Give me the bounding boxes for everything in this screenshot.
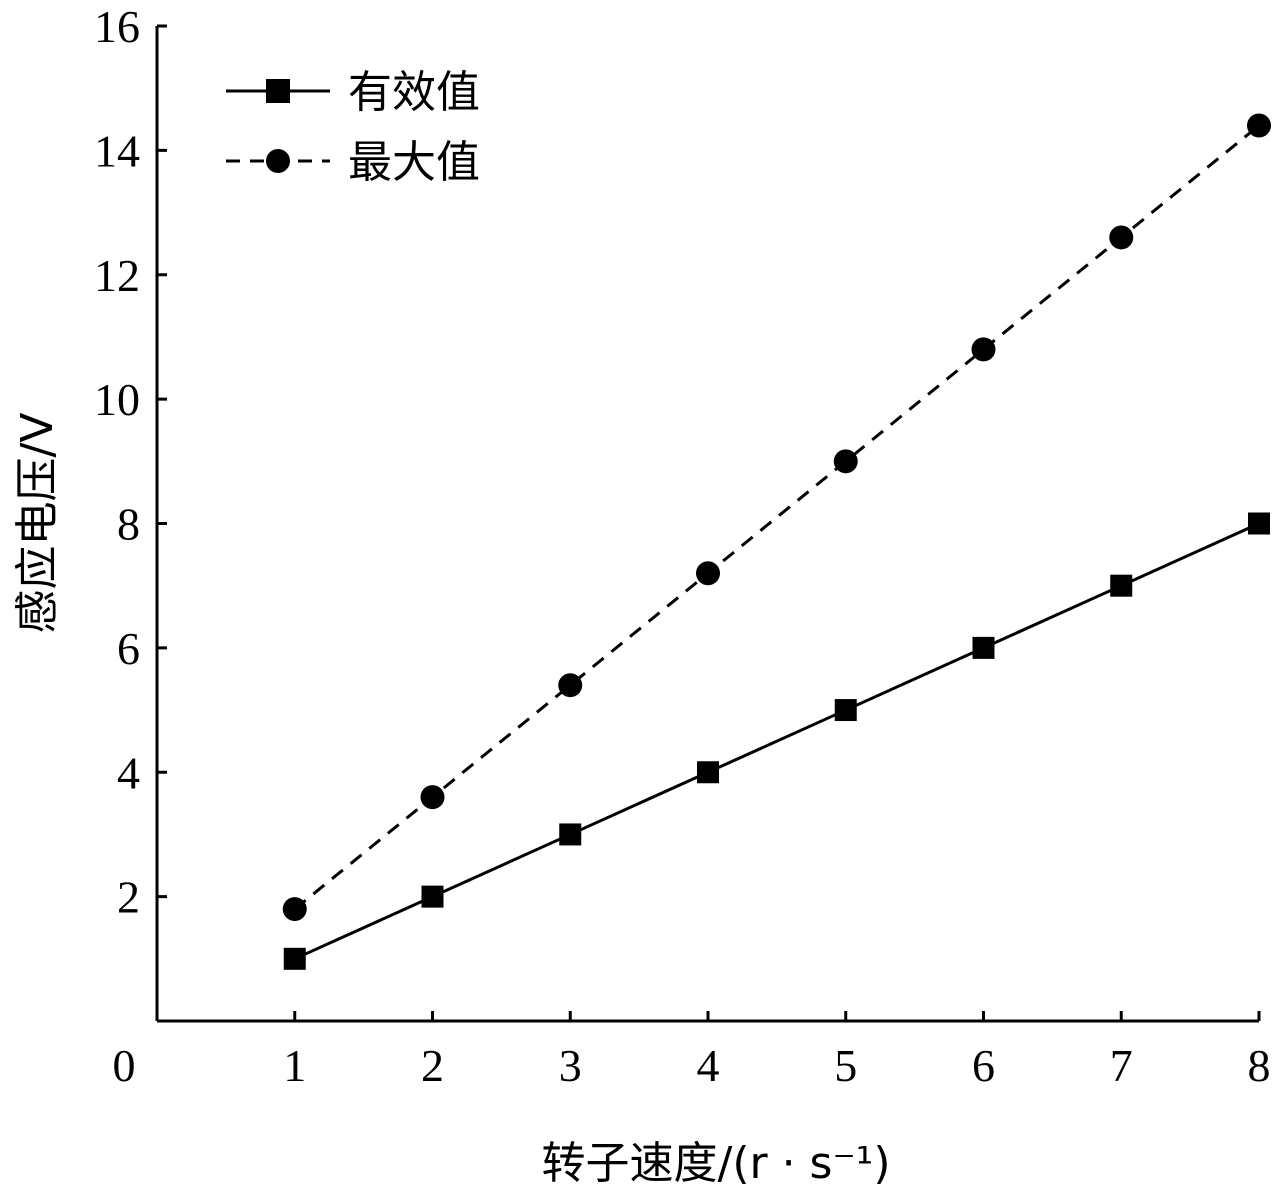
data-point-series-2 — [1109, 225, 1134, 250]
y-tick-label: 6 — [117, 623, 140, 674]
y-axis-title: 感应电压/V — [12, 413, 63, 634]
data-point-series-2 — [696, 561, 720, 586]
series-line-2 — [293, 124, 1260, 911]
series-layer — [282, 113, 1271, 970]
data-point-series-1 — [697, 761, 719, 784]
y-tick-label: 4 — [117, 747, 140, 798]
axes — [155, 26, 1259, 1023]
legend-label-series-2: 最大值 — [348, 137, 480, 188]
x-tick-label: 0 — [113, 1040, 136, 1091]
data-point-series-2 — [971, 337, 996, 362]
y-tick-label: 2 — [117, 872, 140, 923]
x-axis-title: 转子速度/(r · s⁻¹) — [542, 1138, 891, 1189]
legend: 有效值 最大值 — [226, 67, 480, 188]
x-tick-label: 6 — [972, 1040, 995, 1091]
x-tick-label: 1 — [283, 1040, 306, 1091]
legend-item-series-1: 有效值 — [226, 67, 480, 118]
data-point-series-2 — [1247, 113, 1271, 138]
y-tick-label: 12 — [94, 250, 140, 301]
data-point-series-1 — [972, 636, 995, 659]
legend-item-series-2: 最大值 — [226, 137, 480, 188]
x-tick-label: 8 — [1248, 1040, 1271, 1091]
y-tick-label: 16 — [94, 1, 140, 52]
y-tick-label: 8 — [117, 499, 140, 550]
data-point-series-1 — [559, 823, 582, 846]
y-tick-label: 10 — [94, 374, 140, 425]
data-point-series-2 — [420, 785, 445, 810]
legend-marker-series-1 — [266, 79, 290, 103]
x-tick-label: 7 — [1110, 1040, 1133, 1091]
legend-marker-series-2 — [266, 149, 290, 173]
series-line-1 — [294, 522, 1260, 961]
x-tick-label: 4 — [697, 1040, 720, 1091]
x-ticks: 0 1 2 3 4 5 6 7 8 — [113, 1011, 1271, 1091]
data-point-series-1 — [1110, 574, 1133, 597]
data-point-series-2 — [282, 897, 307, 922]
x-tick-label: 2 — [421, 1040, 444, 1091]
data-point-series-1 — [421, 885, 444, 908]
x-tick-label: 5 — [834, 1040, 857, 1091]
data-point-series-1 — [834, 699, 857, 722]
data-point-series-1 — [283, 947, 306, 970]
data-point-series-2 — [558, 673, 583, 698]
y-tick-label: 14 — [94, 125, 140, 176]
y-ticks: 2 4 6 8 10 12 14 16 — [94, 1, 167, 923]
data-point-series-1 — [1248, 512, 1270, 535]
x-tick-label: 3 — [559, 1040, 582, 1091]
data-point-series-2 — [833, 449, 858, 474]
legend-label-series-1: 有效值 — [348, 67, 480, 118]
